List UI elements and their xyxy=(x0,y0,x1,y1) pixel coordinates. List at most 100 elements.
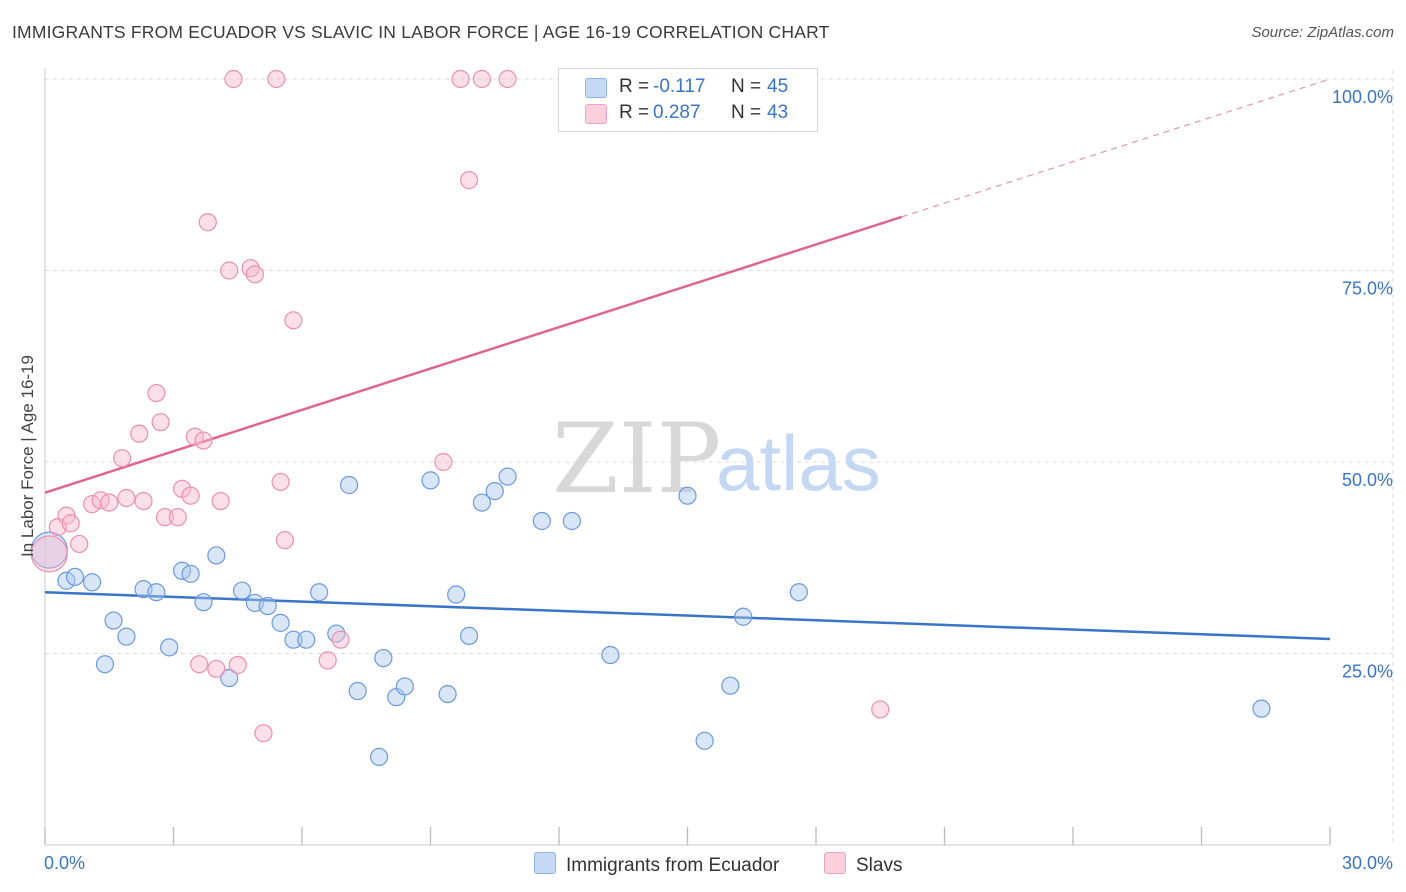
slavs-point xyxy=(224,69,243,89)
ecuador-point xyxy=(104,611,123,630)
legend-n-value: 45 xyxy=(767,76,789,97)
ecuador-point xyxy=(498,467,517,486)
slavs-point xyxy=(318,651,337,670)
ecuador-trend-line xyxy=(44,590,1331,641)
slavs-point xyxy=(117,488,136,508)
slavs-point xyxy=(198,213,217,232)
legend-n-value: 43 xyxy=(767,102,789,123)
y-tick-labels: 25.0% 50.0% 75.0% 100.0% xyxy=(1332,87,1393,682)
ecuador-point xyxy=(220,668,239,688)
slavs-point xyxy=(498,69,517,89)
ecuador-point xyxy=(117,627,136,646)
ecuador-point xyxy=(438,684,457,704)
legend-r-label: R = xyxy=(619,102,650,123)
ecuador-point xyxy=(532,511,551,531)
ecuador-point xyxy=(789,583,808,602)
ecuador-point xyxy=(340,475,359,495)
slavs-point xyxy=(331,630,350,649)
y-axis-label: In Labor Force | Age 16-19 xyxy=(18,355,37,557)
legend-n-label: N = xyxy=(731,76,762,97)
slavs-point xyxy=(871,700,890,719)
slavs-point xyxy=(271,472,290,492)
ecuador-point xyxy=(485,482,504,501)
ecuador-point xyxy=(65,567,85,587)
source-label: Source: ZipAtlas.com xyxy=(1251,24,1394,41)
x-tick-max: 30.0% xyxy=(1342,853,1393,873)
ecuador-point xyxy=(194,593,213,612)
slavs-point xyxy=(245,265,264,284)
ecuador-point xyxy=(370,747,389,767)
slavs-point xyxy=(147,383,166,403)
y-tick-label: 25.0% xyxy=(1342,662,1393,682)
axes xyxy=(44,68,1331,846)
ecuador-point xyxy=(160,638,179,657)
slavs-point xyxy=(228,655,247,675)
y-tick-label: 50.0% xyxy=(1342,470,1393,490)
ecuador-point xyxy=(421,471,440,490)
watermark: ZIP atlas xyxy=(552,403,881,515)
ecuador-point xyxy=(472,493,491,512)
legend-r-value: -0.117 xyxy=(653,76,706,97)
ecuador-point xyxy=(678,486,697,505)
data-points xyxy=(30,69,1271,767)
ecuador-point xyxy=(734,607,753,626)
slavs-point xyxy=(190,655,209,674)
ecuador-point xyxy=(95,655,115,674)
watermark-zip: ZIP xyxy=(552,403,721,515)
ecuador-point xyxy=(147,583,166,602)
ecuador-point xyxy=(258,596,277,616)
ecuador-point xyxy=(57,571,76,590)
slavs-point xyxy=(451,69,470,89)
ecuador-point xyxy=(207,546,226,565)
slavs-point xyxy=(134,491,153,511)
ecuador-point xyxy=(562,511,581,531)
slavs-point xyxy=(220,261,239,280)
slavs-point xyxy=(181,486,200,505)
slavs-point xyxy=(130,424,149,443)
ecuador-point xyxy=(232,581,252,600)
ecuador-point xyxy=(459,626,479,645)
slavs-point xyxy=(267,69,286,89)
x-tick-min: 0.0% xyxy=(44,853,85,873)
bottom-legend-swatch-pink xyxy=(824,852,846,874)
slavs-point xyxy=(434,452,453,472)
watermark-atlas: atlas xyxy=(716,419,881,507)
slavs-point xyxy=(155,508,175,527)
bottom-legend-slavs: Slavs xyxy=(824,852,902,877)
slavs-point xyxy=(70,534,89,554)
ecuador-point xyxy=(447,585,466,604)
ecuador-point xyxy=(181,564,200,583)
legend-r-label: R = xyxy=(619,76,650,97)
ecuador-point xyxy=(271,613,290,632)
bottom-legend-label-slavs: Slavs xyxy=(856,855,903,876)
y-tick-label: 75.0% xyxy=(1342,279,1393,299)
ecuador-point xyxy=(284,630,303,649)
slavs-point xyxy=(30,535,68,573)
ecuador-point xyxy=(374,648,393,668)
slavs-trend-extension xyxy=(901,78,1331,218)
ecuador-point xyxy=(1252,699,1271,718)
slavs-point xyxy=(112,449,132,468)
bottom-legend-ecuador: Immigrants from Ecuador xyxy=(534,852,779,877)
slavs-trend-line xyxy=(44,215,903,494)
ecuador-point xyxy=(348,681,367,701)
ecuador-point xyxy=(395,677,414,696)
y-tick-label: 100.0% xyxy=(1332,87,1393,107)
ecuador-point xyxy=(601,645,620,665)
slavs-point xyxy=(61,514,80,533)
slavs-point xyxy=(100,493,119,512)
slavs-point xyxy=(151,413,170,432)
slavs-point xyxy=(207,659,226,678)
ecuador-point xyxy=(310,583,329,602)
ecuador-point xyxy=(83,573,102,592)
slavs-point xyxy=(168,508,187,527)
legend-n-label: N = xyxy=(731,102,762,123)
legend-swatch-pink xyxy=(585,104,607,124)
bottom-legend-swatch-blue xyxy=(534,852,556,874)
ecuador-point xyxy=(721,676,740,695)
ecuador-point xyxy=(695,731,714,750)
slavs-point xyxy=(284,311,303,330)
slavs-point xyxy=(275,531,294,550)
slavs-point xyxy=(459,171,479,190)
